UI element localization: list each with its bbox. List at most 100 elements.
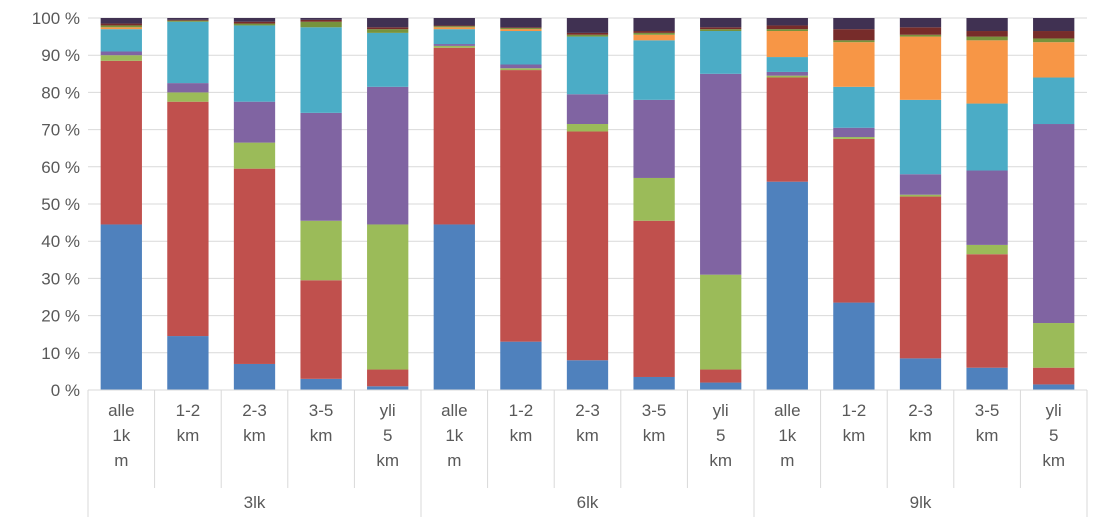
bar-segment (966, 170, 1008, 245)
bar-segment (700, 18, 742, 28)
bar-segment (766, 31, 808, 58)
category-label: alle (774, 401, 800, 420)
bar-segment (833, 29, 875, 41)
bar-segment (100, 29, 142, 52)
bar-segment (233, 21, 276, 24)
bar-segment (766, 25, 808, 30)
bar-segment (300, 27, 342, 113)
bar-segment (700, 274, 742, 370)
bar-segment (500, 27, 542, 29)
bar-segment (1033, 124, 1075, 324)
bar-segment (300, 112, 342, 221)
bar-segment (766, 181, 808, 390)
category-label: km (310, 426, 333, 445)
category-label: 2-3 (908, 401, 933, 420)
bar-segment (1033, 38, 1075, 43)
bar-segment (1033, 77, 1075, 125)
bar-segment (100, 25, 142, 28)
bar-segment (566, 18, 609, 33)
bar-segment (500, 68, 542, 71)
y-tick-label: 100 % (32, 9, 80, 28)
bar-segment (633, 31, 675, 33)
bar-segment (899, 34, 942, 37)
category-label: km (709, 451, 732, 470)
bar-segment (1033, 42, 1075, 78)
bar-segment (566, 124, 609, 132)
bar-segment (233, 363, 276, 390)
bar-segment (633, 177, 675, 221)
bar-segment (633, 99, 675, 178)
bar-segment (367, 32, 409, 87)
bar-segment (100, 23, 142, 26)
bar-segment (167, 20, 209, 22)
bar-segment (167, 19, 209, 21)
category-label: 3-5 (309, 401, 334, 420)
category-label: km (243, 426, 266, 445)
bar-segment (433, 26, 475, 28)
category-label: m (780, 451, 794, 470)
bar-segment (1033, 384, 1075, 390)
bar-segment (433, 224, 475, 390)
y-tick-label: 60 % (41, 158, 80, 177)
bar-segment (700, 27, 742, 30)
bar-segment (566, 36, 609, 95)
bar-segment (766, 29, 808, 32)
bar-segment (966, 40, 1008, 104)
category-label: 5 (1049, 426, 1058, 445)
category-label: km (576, 426, 599, 445)
category-label: 3-5 (975, 401, 1000, 420)
bar-segment (300, 21, 342, 28)
bar-segment (833, 86, 875, 128)
bar-segment (367, 369, 409, 387)
bar-segment (833, 18, 875, 30)
bar-segment (966, 31, 1008, 37)
bar-segment (367, 18, 409, 28)
bar-segment (100, 18, 142, 24)
bar-segment (633, 40, 675, 100)
category-label: 5 (383, 426, 392, 445)
bar-segment (367, 86, 409, 225)
bar-segment (700, 73, 742, 275)
category-label: yli (713, 401, 729, 420)
bar-segment (500, 28, 542, 30)
bar-segment (966, 36, 1008, 41)
bar-segment (233, 23, 276, 26)
bar-segment (100, 55, 142, 61)
category-label: km (376, 451, 399, 470)
y-tick-label: 0 % (51, 381, 80, 400)
bar-segment (833, 40, 875, 43)
category-label: 2-3 (575, 401, 600, 420)
bar-segment (633, 220, 675, 377)
bar-segment (766, 57, 808, 72)
bar-segment (566, 34, 609, 37)
bar-segment (433, 44, 475, 46)
category-label: 1-2 (176, 401, 201, 420)
bar-segment (500, 64, 542, 69)
group-label: 3lk (244, 493, 266, 512)
bar-segment (899, 174, 942, 195)
bar-segment (899, 27, 942, 35)
bar-segment (700, 31, 742, 74)
bar-segment (367, 27, 409, 30)
category-label: 5 (716, 426, 725, 445)
category-label: km (909, 426, 932, 445)
category-label: 3-5 (642, 401, 667, 420)
y-tick-label: 70 % (41, 121, 80, 140)
category-label: 2-3 (242, 401, 267, 420)
y-tick-label: 20 % (41, 307, 80, 326)
bar-segment (167, 101, 209, 337)
bar-segment (766, 18, 808, 26)
bar-segment (966, 367, 1008, 390)
bar-segment (1033, 18, 1075, 32)
bar-segment (433, 25, 475, 27)
bar-segment (833, 127, 875, 138)
bar-segment (899, 99, 942, 175)
bar-segment (899, 358, 942, 390)
y-tick-label: 10 % (41, 344, 80, 363)
bar-segment (966, 103, 1008, 171)
y-tick-label: 30 % (41, 269, 80, 288)
bar-segment (233, 101, 276, 143)
bar-segment (566, 32, 609, 35)
category-label: 1k (112, 426, 130, 445)
category-label: km (843, 426, 866, 445)
